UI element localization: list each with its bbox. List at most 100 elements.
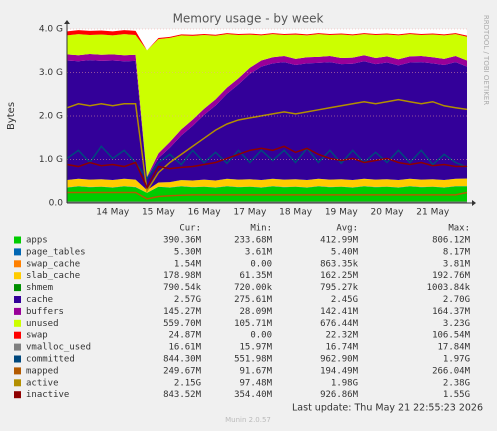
legend-stat: 559.70M (163, 319, 202, 329)
chart-title: Memory usage - by week (173, 12, 324, 26)
legend-stat: 28.09M (239, 307, 272, 317)
area (67, 178, 467, 191)
legend-swatch (14, 296, 21, 303)
legend-header: Avg: (336, 224, 358, 234)
footer: Munin 2.0.57 (225, 416, 271, 424)
x-tick-label: 14 May (96, 208, 130, 218)
last-update: Last update: Thu May 21 22:55:23 2026 (292, 403, 483, 414)
legend-stat: 178.98M (163, 271, 202, 281)
legend-swatch (14, 367, 21, 375)
x-axis-arrow (472, 200, 476, 206)
y-tick-label: 0.0 (49, 199, 64, 209)
line (66, 145, 468, 180)
legend-stat: 15.97M (239, 343, 272, 353)
legend-stat: 91.67M (239, 366, 272, 376)
legend-swatch (14, 272, 21, 280)
legend-stat: 2.38G (443, 378, 470, 388)
legend-label: committed (26, 355, 75, 365)
legend-stat: 145.27M (163, 307, 202, 317)
y-tick-label: 3.0 G (39, 68, 63, 78)
legend-label: cache (26, 295, 53, 305)
legend-swatch (14, 391, 21, 399)
x-tick-label: 19 May (325, 208, 359, 218)
legend-stat: 962.90M (320, 355, 359, 365)
legend-stat: 412.99M (320, 236, 359, 246)
y-tick-label: 2.0 G (39, 112, 63, 122)
legend-stat: 843.52M (163, 390, 202, 400)
legend-label: inactive (26, 390, 69, 400)
line (67, 191, 468, 200)
legend-stat: 3.61M (245, 247, 273, 257)
legend-swatch (14, 379, 21, 387)
legend-label: buffers (26, 307, 64, 317)
legend-stat: 106.54M (432, 331, 471, 341)
line (66, 145, 468, 190)
legend-stat: 5.30M (174, 247, 202, 257)
area (67, 54, 467, 178)
legend-stat: 676.44M (320, 319, 359, 329)
y-axis-arrow (64, 20, 70, 24)
legend-stat: 24.87M (168, 331, 201, 341)
legend-stat: 17.84M (437, 343, 470, 353)
legend-stat: 8.17M (443, 247, 471, 257)
watermark: RRDTOOL / TOBI OETIKER (482, 15, 490, 105)
x-tick-label: 18 May (279, 208, 313, 218)
legend-swatch (14, 307, 21, 315)
legend-stat: 162.25M (320, 271, 359, 281)
x-tick-label: 21 May (416, 208, 450, 218)
legend-stat: 354.40M (234, 390, 273, 400)
legend-stat: 142.41M (320, 307, 359, 317)
x-tick-label: 17 May (233, 208, 267, 218)
legend-label: mapped (26, 366, 59, 376)
legend-stat: 1.97G (443, 355, 470, 365)
legend-stat: 1.98G (331, 378, 358, 388)
legend-stat: 2.15G (174, 378, 201, 388)
legend-stat: 3.81M (443, 259, 471, 269)
area (67, 178, 467, 193)
legend-header: Cur: (179, 224, 201, 234)
legend-stat: 0.00 (250, 259, 272, 269)
legend-label: swap (26, 331, 48, 341)
legend-stat: 105.71M (234, 319, 273, 329)
legend-stat: 194.49M (320, 366, 359, 376)
legend-stat: 192.76M (432, 271, 471, 281)
area (67, 186, 467, 193)
area (67, 34, 467, 177)
legend-stat: 390.36M (163, 236, 202, 246)
legend-stat: 3.23G (443, 319, 470, 329)
legend-stat: 16.74M (325, 343, 358, 353)
legend-stat: 1.55G (443, 390, 470, 400)
legend-stat: 2.45G (331, 295, 358, 305)
legend-swatch (14, 319, 21, 327)
legend-swatch (14, 236, 21, 244)
legend-swatch (14, 284, 21, 292)
legend-stat: 5.40M (331, 247, 359, 257)
legend-stat: 926.86M (320, 390, 359, 400)
legend-stat: 720.00k (234, 283, 273, 293)
legend: Cur: Min: Avg: Max: apps 390.36M 233.68M 412.99… (14, 224, 471, 400)
x-tick-label: 20 May (371, 208, 405, 218)
y-tick-label: 1.0 G (39, 155, 63, 165)
legend-stat: 863.35k (320, 259, 359, 269)
legend-header: Min: (250, 224, 272, 234)
legend-stat: 2.57G (174, 295, 201, 305)
legend-stat: 0.00 (250, 331, 272, 341)
legend-stat: 164.37M (432, 307, 471, 317)
legend-stat: 844.30M (163, 355, 202, 365)
area (67, 60, 467, 191)
legend-label: swap_cache (26, 259, 80, 269)
legend-stat: 275.61M (234, 295, 273, 305)
legend-stat: 551.98M (234, 355, 273, 365)
legend-label: unused (26, 319, 59, 329)
legend-label: slab_cache (26, 271, 80, 281)
area (67, 30, 467, 51)
legend-stat: 22.32M (325, 331, 358, 341)
legend-label: vmalloc_used (26, 343, 91, 353)
legend-stat: 61.35M (239, 271, 272, 281)
legend-stat: 249.67M (163, 366, 202, 376)
legend-stat: 795.27k (320, 283, 359, 293)
legend-header: Max: (448, 224, 470, 234)
x-tick-label: 15 May (142, 208, 176, 218)
legend-label: page_tables (26, 247, 86, 257)
